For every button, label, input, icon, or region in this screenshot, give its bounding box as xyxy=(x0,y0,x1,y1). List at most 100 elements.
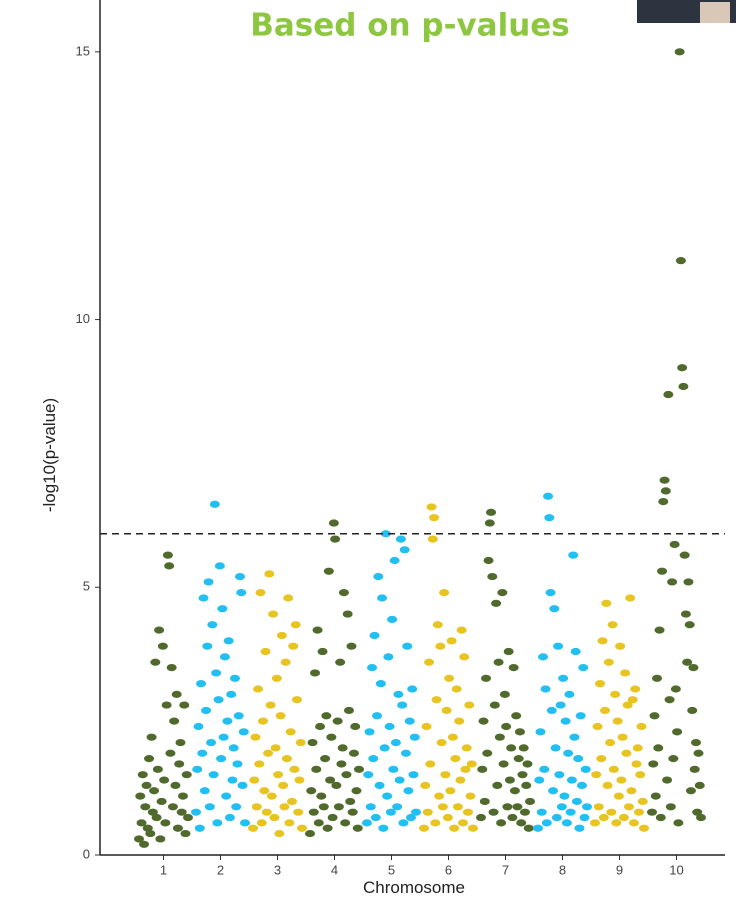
snp-point xyxy=(486,509,496,516)
snp-point xyxy=(595,680,605,687)
snp-point xyxy=(235,573,245,580)
snp-point xyxy=(582,803,592,810)
snp-point xyxy=(284,819,294,826)
snp-point xyxy=(504,648,514,655)
snp-point xyxy=(629,819,639,826)
snp-point xyxy=(204,578,214,585)
snp-point xyxy=(506,744,516,751)
snp-point xyxy=(601,600,611,607)
snp-point xyxy=(175,739,185,746)
snp-point xyxy=(400,546,410,553)
snp-point xyxy=(422,723,432,730)
snp-point xyxy=(339,589,349,596)
snp-point xyxy=(263,750,273,757)
snp-point xyxy=(135,793,145,800)
snp-point xyxy=(591,771,601,778)
snp-point xyxy=(599,814,609,821)
snp-point xyxy=(542,819,552,826)
snp-point xyxy=(516,819,526,826)
snp-point xyxy=(430,819,440,826)
snp-point xyxy=(272,675,282,682)
snp-point xyxy=(216,755,226,762)
y-tick-label: 0 xyxy=(83,846,90,861)
snp-point xyxy=(251,734,261,741)
snp-point xyxy=(433,621,443,628)
snp-point xyxy=(209,771,219,778)
snp-point xyxy=(647,809,657,816)
snp-point xyxy=(326,734,336,741)
snp-point xyxy=(152,814,162,821)
snp-point xyxy=(660,477,670,484)
snp-point xyxy=(511,712,521,719)
snp-point xyxy=(314,819,324,826)
snp-point xyxy=(549,605,559,612)
snp-point xyxy=(484,557,494,564)
snp-point xyxy=(310,669,320,676)
snp-point xyxy=(395,776,405,783)
snp-point xyxy=(249,776,259,783)
snp-point xyxy=(231,803,241,810)
snp-point xyxy=(200,787,210,794)
snp-point xyxy=(671,685,681,692)
snp-point xyxy=(678,383,688,390)
snp-point xyxy=(562,819,572,826)
snp-point xyxy=(593,723,603,730)
snp-point xyxy=(594,803,604,810)
snp-point xyxy=(367,664,377,671)
snp-point xyxy=(552,814,562,821)
snp-point xyxy=(428,535,438,542)
snp-point xyxy=(170,782,180,789)
snp-point xyxy=(680,552,690,559)
snp-point xyxy=(296,739,306,746)
snp-point xyxy=(546,589,556,596)
snp-point xyxy=(401,750,411,757)
snp-point xyxy=(287,798,297,805)
snp-point xyxy=(286,728,296,735)
snp-point xyxy=(388,766,398,773)
snp-point xyxy=(351,787,361,794)
snp-point xyxy=(398,819,408,826)
snp-point xyxy=(368,755,378,762)
snp-point xyxy=(382,793,392,800)
snp-point xyxy=(614,793,624,800)
snp-point xyxy=(423,809,433,816)
snp-point xyxy=(155,835,165,842)
snp-point xyxy=(315,723,325,730)
snp-point xyxy=(390,557,400,564)
snp-point xyxy=(405,718,415,725)
points xyxy=(134,48,706,848)
snp-point xyxy=(525,798,535,805)
snp-point xyxy=(362,819,372,826)
snp-point xyxy=(658,498,668,505)
x-tick-label: 8 xyxy=(559,862,566,877)
snp-point xyxy=(237,782,247,789)
snp-point xyxy=(564,691,574,698)
snp-point xyxy=(487,573,497,580)
x-tick-label: 9 xyxy=(616,862,623,877)
x-tick-label: 5 xyxy=(388,862,395,877)
snp-point xyxy=(605,739,615,746)
snp-point xyxy=(480,798,490,805)
snp-point xyxy=(236,589,246,596)
x-tick-label: 2 xyxy=(217,862,224,877)
snp-point xyxy=(429,514,439,521)
snp-point xyxy=(631,760,641,767)
snp-point xyxy=(519,744,529,751)
snp-point xyxy=(548,787,558,794)
snp-point xyxy=(683,578,693,585)
snp-point xyxy=(625,594,635,601)
snp-point xyxy=(277,632,287,639)
snp-point xyxy=(424,659,434,666)
snp-point xyxy=(411,809,421,816)
snp-point xyxy=(403,787,413,794)
snp-point xyxy=(142,782,152,789)
snp-point xyxy=(687,707,697,714)
snp-point xyxy=(373,573,383,580)
snp-point xyxy=(323,825,333,832)
snp-point xyxy=(375,782,385,789)
snp-point xyxy=(196,680,206,687)
snp-point xyxy=(693,750,703,757)
snp-point xyxy=(450,755,460,762)
snp-point xyxy=(497,589,507,596)
snp-point xyxy=(639,825,649,832)
